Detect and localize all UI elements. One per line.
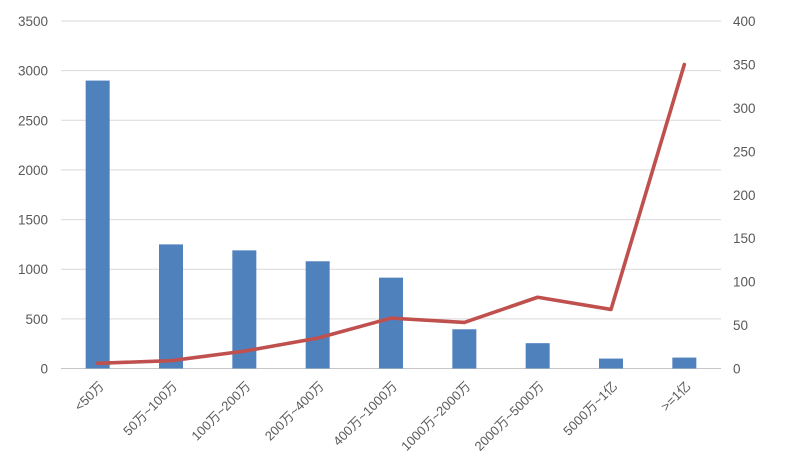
bar	[379, 277, 403, 369]
x-axis-label: 400万~1000万	[330, 379, 400, 449]
y-axis-label-right: 400	[733, 14, 756, 29]
bar	[525, 343, 550, 369]
trend-line	[95, 62, 687, 366]
x-axis-label: >=1亿	[658, 379, 694, 415]
y-axis-label-right: 250	[733, 144, 756, 159]
y-axis-label-left: 2500	[18, 113, 48, 128]
bar	[452, 329, 477, 369]
y-axis-label-right: 350	[733, 57, 756, 72]
x-axis-label: 2000万~5000万	[472, 379, 547, 454]
x-axis-label: 100万~200万	[188, 379, 253, 444]
x-axis-label: 5000万~1亿	[560, 379, 620, 439]
bar	[159, 244, 183, 369]
y-axis-label-left: 1000	[18, 262, 48, 277]
bar	[599, 358, 623, 369]
bar	[85, 80, 110, 369]
y-axis-label-left: 3000	[18, 64, 48, 79]
y-axis-label-right: 100	[733, 275, 756, 290]
y-axis-label-right: 150	[733, 231, 756, 246]
bar	[672, 357, 697, 369]
y-axis-label-left: 2000	[18, 163, 48, 178]
x-axis-label: <50万	[71, 379, 106, 414]
y-axis-label-right: 0	[733, 362, 741, 377]
x-axis-label: 1000万~2000万	[398, 379, 473, 454]
x-axis-label: 50万~100万	[120, 379, 180, 439]
bar	[232, 250, 257, 369]
x-axis-label: 200万~400万	[262, 379, 327, 444]
y-axis-label-left: 500	[25, 312, 48, 327]
y-axis-label-right: 200	[733, 188, 756, 203]
y-axis-label-left: 0	[40, 362, 48, 377]
bar	[305, 261, 330, 369]
y-axis-label-left: 1500	[18, 213, 48, 228]
y-axis-label-right: 50	[733, 318, 748, 333]
y-axis-label-left: 3500	[18, 14, 48, 29]
y-axis-label-right: 300	[733, 101, 756, 116]
